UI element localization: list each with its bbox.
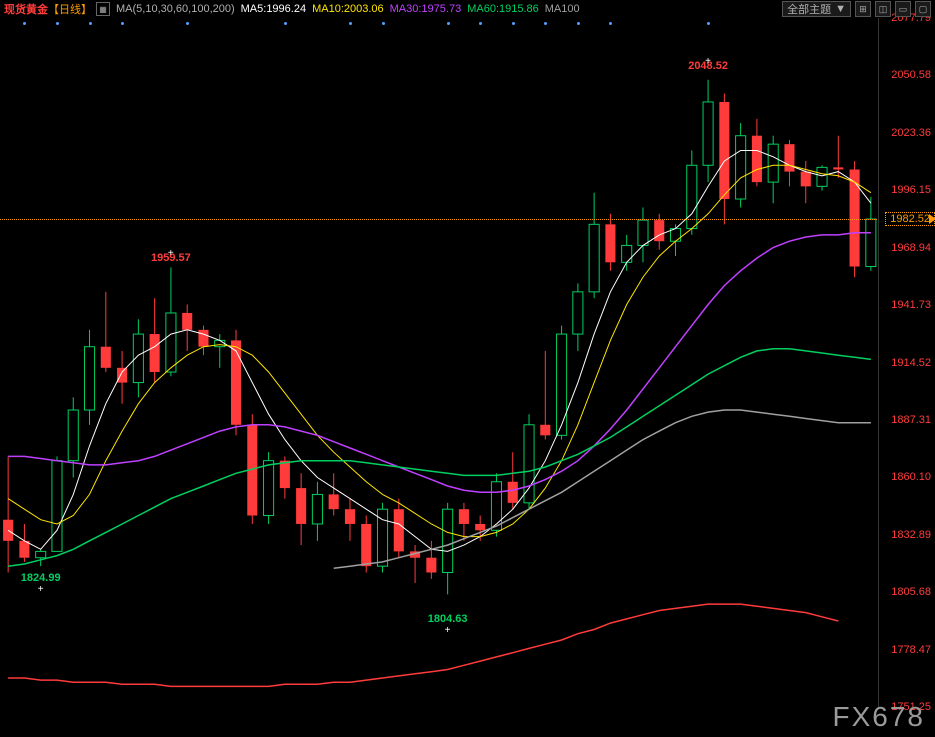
event-dot <box>382 22 385 25</box>
event-dot <box>349 22 352 25</box>
tool-icon-3[interactable]: ▭ <box>895 1 911 17</box>
indicator-icon[interactable]: ▦ <box>96 2 110 16</box>
chart-container: 现货黄金 【日线】 ▦ MA(5,10,30,60,100,200) MA5:1… <box>0 0 935 737</box>
y-tick: 1832.89 <box>891 529 931 541</box>
ma-config-label: MA(5,10,30,60,100,200) <box>116 3 235 15</box>
event-dot <box>186 22 189 25</box>
event-dot <box>447 22 450 25</box>
chevron-down-icon: ▼ <box>835 3 846 15</box>
event-dot <box>609 22 612 25</box>
tool-icon-2[interactable]: ◫ <box>875 1 891 17</box>
y-axis: 1982.52 2077.792050.582023.361996.151968… <box>878 18 935 707</box>
ma30-label: MA30:1975.73 <box>390 3 462 15</box>
event-dots-row <box>0 22 879 30</box>
event-dot <box>23 22 26 25</box>
annotation-tick: + <box>168 248 174 259</box>
instrument-title: 现货黄金 <box>4 1 48 17</box>
current-price-value: 1982.52 <box>890 213 930 225</box>
watermark: FX678 <box>833 701 926 733</box>
annotation-tick: + <box>445 625 451 636</box>
y-tick: 1996.15 <box>891 184 931 196</box>
header-tools: 全部主题 ▼ ⊞ ◫ ▭ ▢ <box>782 1 931 17</box>
current-price-line <box>0 219 879 220</box>
y-tick: 2050.58 <box>891 69 931 81</box>
y-tick: 1887.31 <box>891 414 931 426</box>
y-tick: 1805.68 <box>891 586 931 598</box>
event-dot <box>479 22 482 25</box>
ma60-label: MA60:1915.86 <box>467 3 539 15</box>
chart-header: 现货黄金 【日线】 ▦ MA(5,10,30,60,100,200) MA5:1… <box>0 0 935 18</box>
event-dot <box>89 22 92 25</box>
timeframe-label: 【日线】 <box>48 1 92 17</box>
ma5-label: MA5:1996.24 <box>241 3 306 15</box>
event-dot <box>121 22 124 25</box>
event-dot <box>707 22 710 25</box>
event-dot <box>284 22 287 25</box>
plot-area[interactable]: 1959.57+2048.52+1824.99+1804.63+ <box>0 18 879 707</box>
chart-svg <box>0 18 879 707</box>
event-dot <box>56 22 59 25</box>
event-dot <box>577 22 580 25</box>
price-arrow-icon <box>929 214 935 224</box>
price-annotation: 1824.99 <box>21 572 61 584</box>
event-dot <box>544 22 547 25</box>
ma10-label: MA10:2003.06 <box>312 3 384 15</box>
y-tick: 1941.73 <box>891 299 931 311</box>
tool-icon-4[interactable]: ▢ <box>915 1 931 17</box>
price-annotation: 1804.63 <box>428 613 468 625</box>
y-tick: 1914.52 <box>891 357 931 369</box>
theme-dropdown-label: 全部主题 <box>787 1 831 17</box>
y-tick: 1968.94 <box>891 242 931 254</box>
current-price-label: 1982.52 <box>885 212 935 226</box>
ma100-label: MA100 <box>545 3 580 15</box>
tool-icon-1[interactable]: ⊞ <box>855 1 871 17</box>
event-dot <box>512 22 515 25</box>
theme-dropdown[interactable]: 全部主题 ▼ <box>782 1 851 17</box>
y-tick: 2023.36 <box>891 127 931 139</box>
y-tick: 1860.10 <box>891 471 931 483</box>
y-tick: 1778.47 <box>891 644 931 656</box>
annotation-tick: + <box>705 56 711 67</box>
annotation-tick: + <box>38 584 44 595</box>
